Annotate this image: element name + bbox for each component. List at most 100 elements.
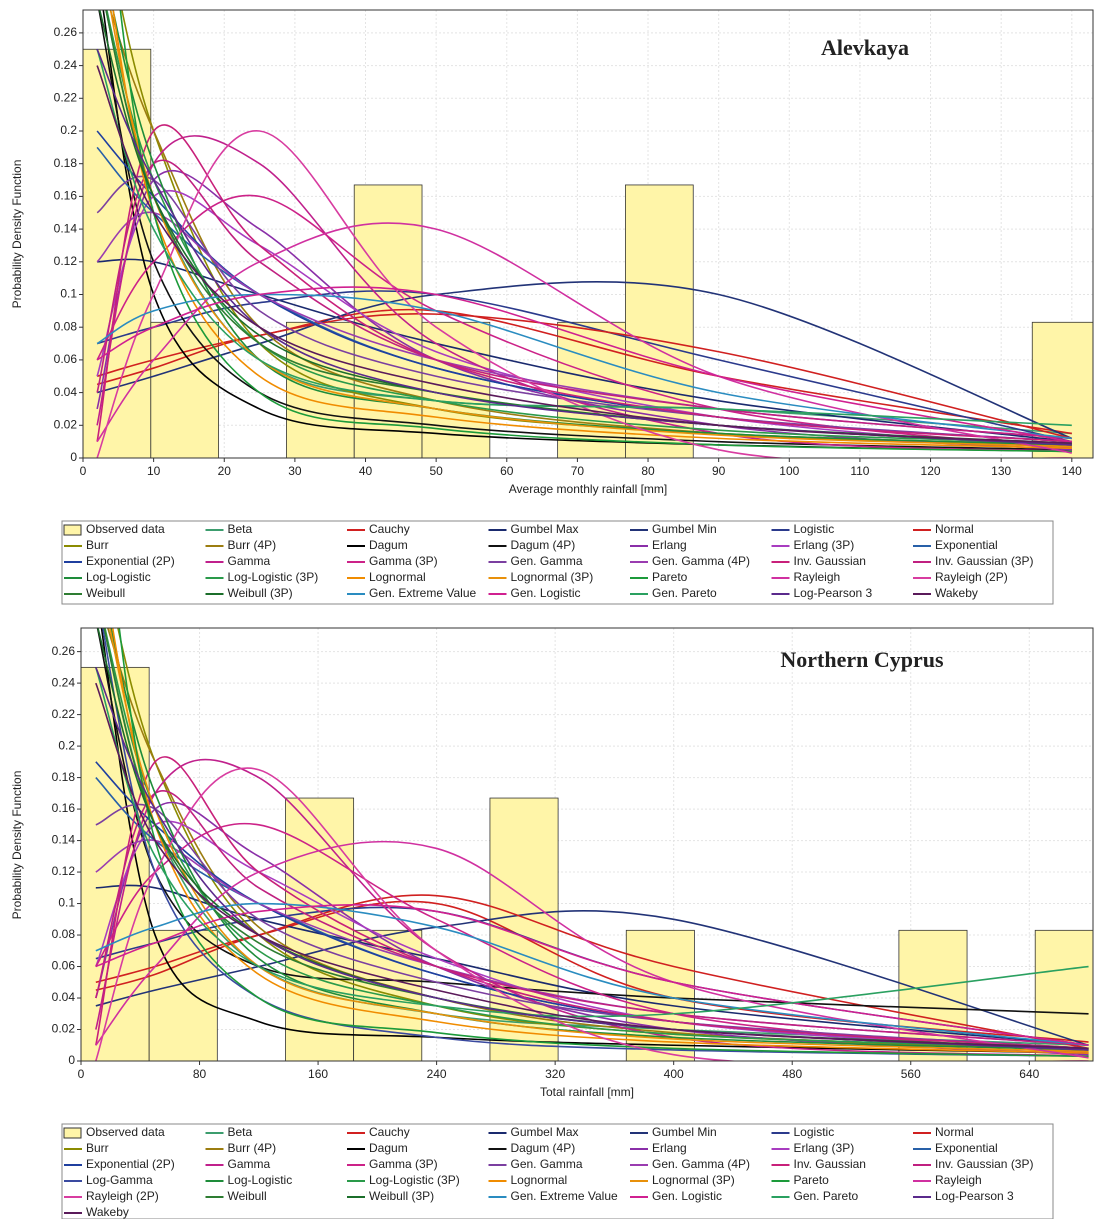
- legend-label: Gen. Gamma: [511, 554, 583, 568]
- x-tick-label: 0: [80, 464, 87, 478]
- legend-swatch: [63, 524, 82, 536]
- legend-label: Exponential (2P): [86, 1157, 175, 1171]
- legend-label: Erlang (3P): [794, 538, 855, 552]
- legend-label: Dagum: [369, 538, 408, 552]
- pdf-curve: [95, 803, 1089, 1050]
- chart-panel: 0 0.02 0.04 0.06 0.08 0.1 0.12 0.14 0.16 0.18 0.2 0…: [10, 627, 1094, 1219]
- legend-label: Gen. Extreme Value: [511, 1189, 618, 1203]
- y-tick-label: 0.2: [60, 123, 77, 137]
- legend-label: Lognormal: [369, 570, 426, 584]
- x-tick-label: 80: [641, 464, 655, 478]
- pdf-curve: [118, 628, 1089, 1058]
- legend-label: Gen. Pareto: [652, 586, 717, 600]
- chart-title: Alevkaya: [821, 35, 909, 60]
- legend-label: Normal: [935, 522, 974, 536]
- pdf-curve: [96, 286, 1072, 443]
- pdf-curve: [105, 10, 1072, 445]
- legend-label: Gamma (3P): [369, 554, 438, 568]
- y-tick-label: 0.12: [54, 254, 78, 268]
- plot-content: [83, 10, 1093, 458]
- legend-label: Dagum (4P): [511, 538, 576, 552]
- pdf-curve: [96, 222, 1072, 454]
- legend-label: Rayleigh (2P): [86, 1189, 159, 1203]
- legend-label: Gen. Extreme Value: [369, 586, 476, 600]
- legend-label: Wakeby: [86, 1205, 129, 1219]
- x-tick-label: 80: [193, 1067, 207, 1081]
- chart-panel: 0 0.02 0.04 0.06 0.08 0.1 0.12 0.14 0.16 0.18 0.2 0…: [10, 9, 1094, 605]
- legend-label: Beta: [228, 1125, 253, 1139]
- legend-label: Inv. Gaussian: [794, 1157, 866, 1171]
- pdf-curve: [109, 628, 1089, 1053]
- pdf-curve: [110, 628, 1089, 1051]
- x-tick-label: 0: [78, 1067, 85, 1081]
- y-tick-label: 0.2: [58, 738, 75, 752]
- legend-label: Pareto: [794, 1173, 830, 1187]
- plot-content: [81, 628, 1093, 1061]
- legend-label: Cauchy: [369, 1125, 410, 1139]
- x-tick-label: 480: [782, 1067, 802, 1081]
- y-tick-label: 0.24: [52, 675, 76, 689]
- x-tick-label: 20: [218, 464, 232, 478]
- x-axis-label: Total rainfall [mm]: [540, 1085, 634, 1099]
- histogram-bar: [150, 321, 220, 458]
- legend-label: Cauchy: [369, 522, 410, 536]
- legend-label: Rayleigh: [794, 570, 841, 584]
- legend-box: [61, 520, 1054, 605]
- legend-label: Burr (4P): [228, 538, 277, 552]
- x-tick-label: 560: [901, 1067, 921, 1081]
- x-tick-label: 320: [545, 1067, 565, 1081]
- pdf-curve: [96, 175, 1072, 443]
- y-tick-label: 0.1: [60, 287, 77, 301]
- x-tick-label: 40: [359, 464, 373, 478]
- legend-label: Gen. Gamma: [511, 1157, 583, 1171]
- legend-label: Lognormal (3P): [652, 1173, 735, 1187]
- pdf-curve: [95, 682, 1089, 1050]
- y-tick-label: 0.02: [54, 417, 78, 431]
- x-tick-label: 10: [147, 464, 161, 478]
- legend-label: Beta: [228, 522, 253, 536]
- x-tick-label: 90: [712, 464, 726, 478]
- pdf-curve: [104, 628, 1089, 1050]
- legend-label: Gumbel Min: [652, 522, 717, 536]
- x-tick-label: 120: [921, 464, 941, 478]
- legend-label: Gamma: [228, 1157, 271, 1171]
- pdf-curve: [119, 10, 1072, 453]
- y-axis-label: Probability Density Function: [10, 771, 24, 920]
- plot-frame: [80, 627, 1094, 1062]
- legend-label: Burr: [86, 538, 109, 552]
- legend-label: Pareto: [652, 570, 688, 584]
- y-tick-label: 0.08: [54, 319, 78, 333]
- legend-label: Log-Gamma: [86, 1173, 153, 1187]
- pdf-curve: [96, 628, 1089, 1015]
- x-axis-label: Average monthly rainfall [mm]: [509, 482, 668, 496]
- pdf-curve: [95, 767, 1089, 1061]
- legend-label: Inv. Gaussian (3P): [935, 554, 1033, 568]
- pdf-curve: [95, 667, 1089, 1018]
- legend-box: [61, 1123, 1054, 1219]
- legend-label: Log-Logistic: [228, 1173, 293, 1187]
- legend-label: Dagum (4P): [511, 1141, 576, 1155]
- legend-label: Lognormal: [511, 1173, 568, 1187]
- y-tick-label: 0.02: [52, 1022, 76, 1036]
- x-tick-label: 130: [991, 464, 1011, 478]
- chart-title: Northern Cyprus: [780, 647, 944, 672]
- y-tick-label: 0.22: [52, 707, 76, 721]
- legend-label: Normal: [935, 1125, 974, 1139]
- x-tick-label: 100: [779, 464, 799, 478]
- legend-label: Erlang: [652, 538, 687, 552]
- x-tick-label: 110: [850, 464, 869, 478]
- legend-label: Gamma: [228, 554, 271, 568]
- legend-label: Logistic: [794, 1125, 835, 1139]
- y-tick-label: 0.26: [52, 644, 76, 658]
- x-tick-label: 50: [429, 464, 443, 478]
- legend-label: Gumbel Min: [652, 1125, 717, 1139]
- x-tick-label: 30: [288, 464, 302, 478]
- x-tick-label: 70: [571, 464, 585, 478]
- x-tick-label: 60: [500, 464, 514, 478]
- histogram-bar: [353, 184, 423, 458]
- x-tick-label: 140: [1062, 464, 1082, 478]
- pdf-curve: [95, 902, 1089, 1047]
- legend-label: Gen. Pareto: [794, 1189, 859, 1203]
